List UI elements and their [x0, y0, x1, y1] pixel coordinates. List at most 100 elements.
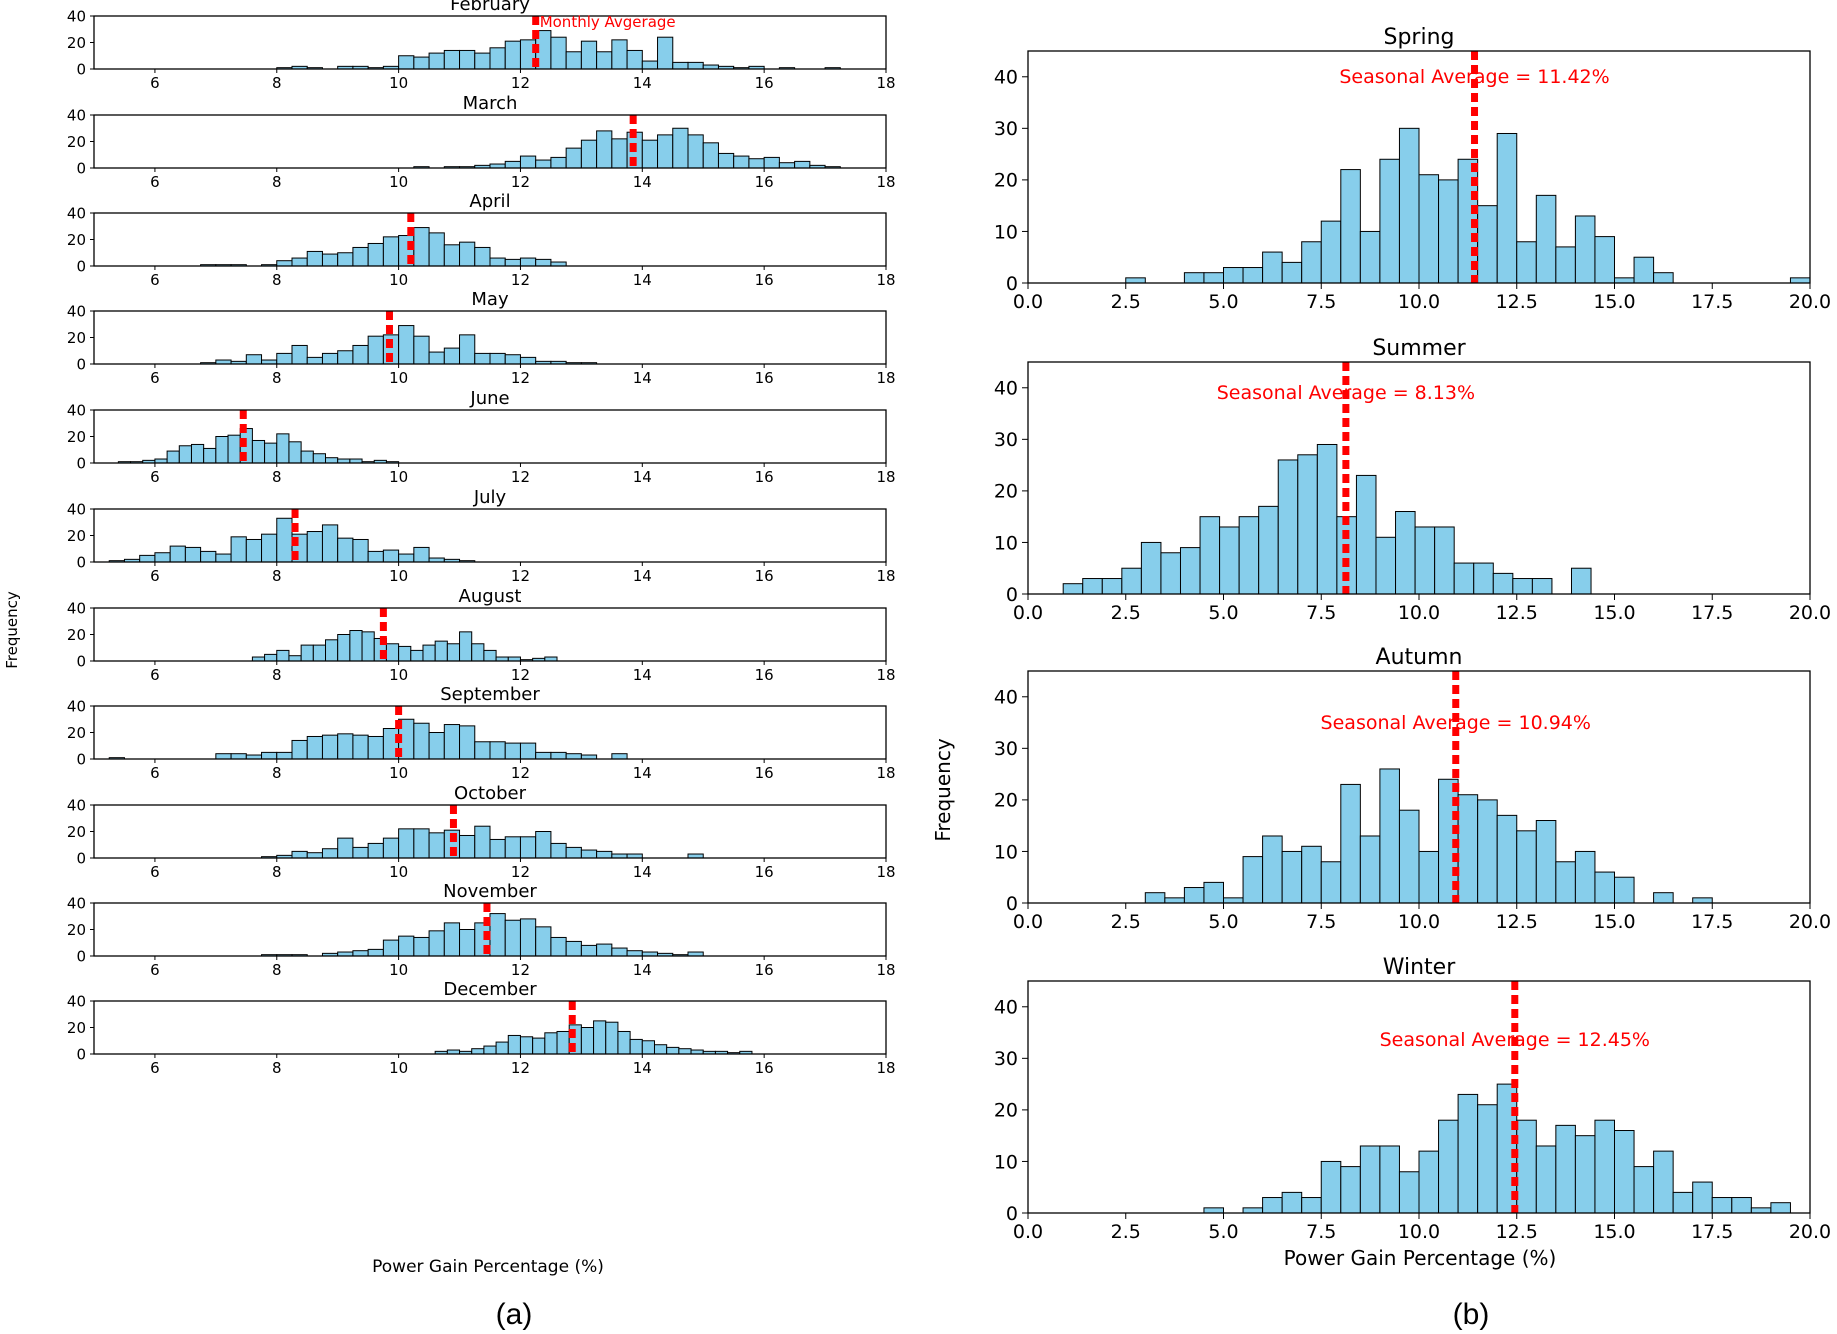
jul-bar	[382, 549, 400, 563]
oct-ytick-label: 0	[76, 849, 86, 867]
winter-bar	[1770, 1202, 1791, 1214]
oct-xtick-label: 8	[272, 863, 282, 881]
panel-label-b: (b)	[1453, 1298, 1490, 1331]
summer-xtick-label: 15.0	[1593, 602, 1635, 624]
dec-bar	[532, 1037, 546, 1055]
spring-bar	[1183, 272, 1205, 284]
spring-bar	[1379, 158, 1400, 284]
sep-bar	[519, 742, 537, 760]
aug-xtick-label: 6	[150, 666, 160, 684]
dec-bar	[507, 1034, 521, 1055]
summer-chart: 0 10 20 30 40 0.0 2.5 5.0 7.5 10.0 12.5 15.0 17.5 20.…	[994, 336, 1831, 624]
spring-ytick-label: 20	[994, 170, 1018, 192]
summer-bar	[1492, 572, 1514, 595]
mar-xtick-label: 18	[876, 173, 895, 191]
oct-bar	[535, 831, 552, 859]
sep-bar	[535, 751, 552, 760]
spring-xtick-label: 15.0	[1593, 291, 1635, 313]
summer-xtick-label: 2.5	[1111, 602, 1141, 624]
mar-xtick-label: 10	[389, 173, 408, 191]
nov-bar	[626, 950, 643, 957]
oct-bar	[596, 850, 613, 859]
summer-xtick-label: 10.0	[1398, 602, 1440, 624]
autumn-bar	[1223, 897, 1244, 904]
jul-bar	[169, 545, 186, 563]
dec-title: December	[443, 979, 537, 1000]
mar-bar	[580, 139, 598, 169]
oct-ytick-label: 40	[67, 796, 86, 814]
spring-bar	[1653, 272, 1674, 284]
summer-bar	[1434, 526, 1455, 595]
dec-xtick-label: 12	[511, 1059, 530, 1077]
may-bar	[245, 354, 263, 365]
apr-bar	[321, 253, 339, 267]
summer-bar	[1336, 516, 1357, 595]
winter-bar	[1653, 1150, 1674, 1214]
summer-bar	[1238, 516, 1260, 595]
summer-bar	[1375, 536, 1397, 595]
summer-bar	[1121, 567, 1142, 595]
sep-xtick-label: 14	[633, 764, 652, 782]
sep-bar	[261, 751, 278, 760]
sep-bar	[276, 751, 293, 760]
winter-bar	[1574, 1135, 1596, 1214]
autumn-annotation: Seasonal Average = 10.94%	[1321, 712, 1591, 734]
spring-chart: 0 10 20 30 40 0.0 2.5 5.0 7.5 10.0 12.5 15.0 17.5 20.…	[994, 25, 1831, 313]
spring-bar	[1281, 261, 1303, 284]
left-ylabel: Frequency	[3, 591, 21, 669]
spring-bar	[1535, 194, 1557, 284]
jul-title: July	[473, 487, 507, 508]
feb-bar	[474, 52, 491, 70]
oct-bar	[580, 849, 598, 859]
apr-bar	[413, 227, 430, 267]
dec-bar	[593, 1020, 607, 1055]
oct-xtick-label: 10	[389, 863, 408, 881]
autumn-bar	[1516, 830, 1537, 904]
aug-xtick-label: 12	[511, 666, 530, 684]
winter-xtick-label: 12.5	[1496, 1221, 1538, 1243]
oct-title: October	[454, 783, 527, 804]
jun-bar	[178, 445, 192, 464]
jun-bar	[251, 439, 266, 464]
spring-annotation: Seasonal Average = 11.42%	[1339, 66, 1609, 88]
aug-bar	[300, 644, 314, 662]
summer-annotation: Seasonal Average = 8.13%	[1217, 382, 1475, 404]
feb-bar	[626, 49, 643, 70]
may-bar	[337, 350, 354, 365]
nov-bar	[489, 913, 506, 957]
mar-bar	[748, 158, 765, 169]
winter-xtick-label: 20.0	[1789, 1221, 1831, 1243]
winter-bar	[1516, 1119, 1537, 1214]
mar-bar	[717, 152, 735, 169]
feb-bar	[687, 61, 704, 70]
nov-ytick-label: 20	[67, 921, 86, 939]
jun-bar	[203, 447, 217, 464]
autumn-bar	[1262, 835, 1283, 904]
sep-xtick-label: 16	[755, 764, 774, 782]
aug-bar	[422, 644, 436, 662]
winter-xtick-label: 7.5	[1306, 1221, 1336, 1243]
winter-bar	[1301, 1197, 1322, 1214]
may-ytick-label: 40	[67, 302, 86, 320]
panel-label-a: (a)	[496, 1298, 533, 1331]
spring-bar	[1340, 169, 1361, 284]
jun-xtick-label: 16	[755, 468, 774, 486]
jul-ytick-label: 0	[76, 553, 86, 571]
apr-xtick-label: 12	[511, 271, 530, 289]
apr-xtick-label: 8	[272, 271, 282, 289]
oct-xtick-label: 16	[755, 863, 774, 881]
apr-bar	[291, 257, 308, 267]
winter-bar	[1633, 1166, 1655, 1214]
spring-bar	[1614, 277, 1635, 284]
may-bar	[352, 344, 369, 365]
summer-xtick-label: 20.0	[1789, 602, 1831, 624]
spring-bar	[1574, 215, 1596, 284]
oct-bar	[474, 825, 491, 859]
may-bar	[428, 351, 445, 365]
nov-xtick-label: 8	[272, 961, 282, 979]
mar-bar	[702, 142, 719, 169]
apr-ytick-label: 40	[67, 204, 86, 222]
dec-xtick-label: 10	[389, 1059, 408, 1077]
jul-bar	[139, 554, 156, 563]
feb-bar	[565, 51, 582, 70]
